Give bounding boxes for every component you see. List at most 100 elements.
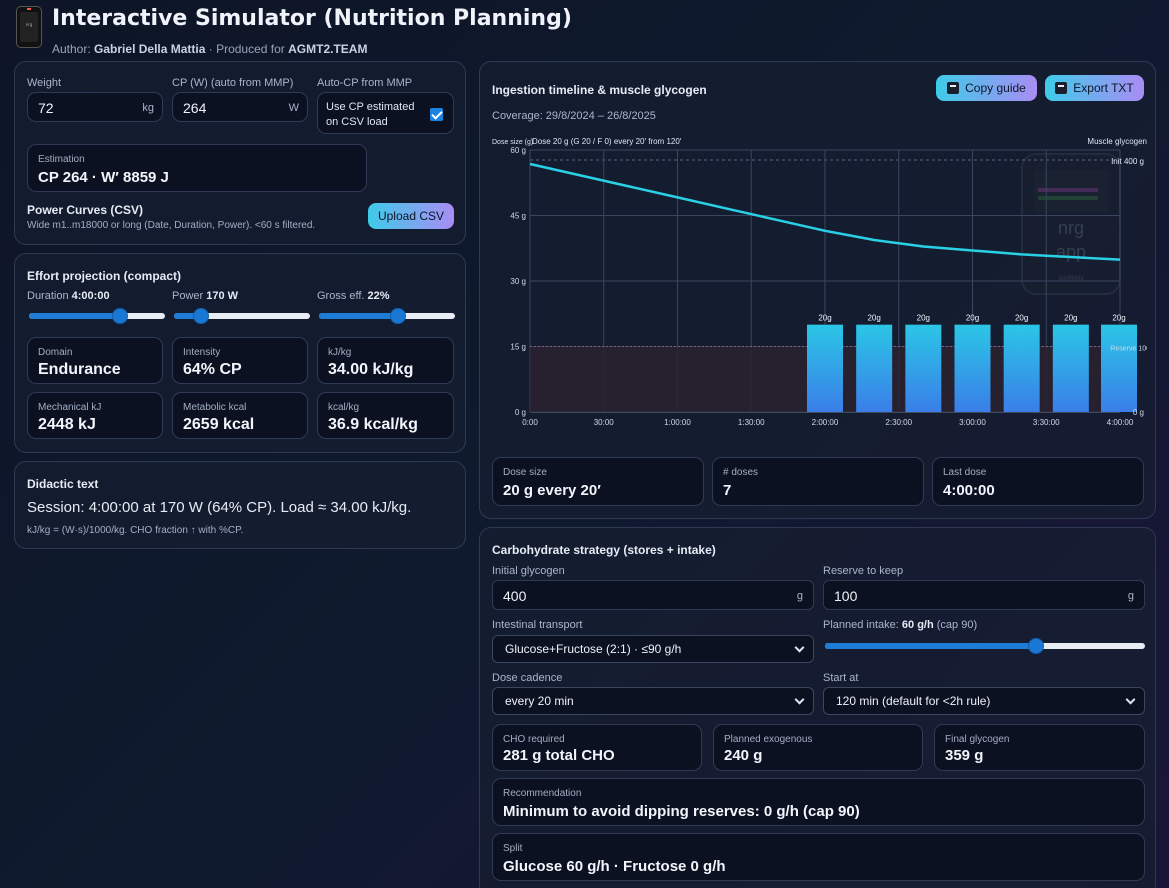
- dose-label: 20g: [1015, 314, 1028, 323]
- cadence-label: Dose cadence: [492, 672, 563, 684]
- dose-label: 20g: [1112, 314, 1125, 323]
- transport-select[interactable]: Glucose+Fructose (2:1) · ≤90 g/h: [492, 635, 814, 663]
- cp-input[interactable]: 264 W: [172, 92, 308, 122]
- x-tick-label: 3:30:00: [1033, 418, 1060, 427]
- carb-title: Carbohydrate strategy (stores + intake): [492, 543, 716, 557]
- x-tick-label: 3:00:00: [959, 418, 986, 427]
- intake-slider[interactable]: [825, 638, 1145, 654]
- dose-bar: [1101, 324, 1137, 412]
- dose-bar: [905, 324, 942, 412]
- autocp-checkbox[interactable]: [430, 108, 443, 121]
- stat-domain: Domain Endurance: [27, 337, 163, 384]
- y-tick-label: 45 g: [510, 212, 526, 221]
- didactic-title: Didactic text: [27, 477, 99, 491]
- weight-label: Weight: [27, 77, 62, 89]
- x-tick-label: 2:00:00: [812, 418, 839, 427]
- weight-input[interactable]: 72 kg: [27, 92, 163, 122]
- team-name: AGMT2.TEAM: [288, 42, 368, 56]
- dose-bar: [1052, 324, 1089, 412]
- autocp-label: Auto-CP from MMP: [317, 77, 413, 89]
- watermark-brand: GARMIN: [1059, 276, 1083, 282]
- recommendation-box: Recommendation Minimum to avoid dipping …: [492, 778, 1145, 826]
- estimation-value: CP 264 · W′ 8859 J: [38, 169, 169, 186]
- stat-mechanical: Mechanical kJ 2448 kJ: [27, 392, 163, 439]
- duration-label: Duration 4:00:00: [27, 290, 110, 302]
- start-label: Start at: [823, 672, 859, 684]
- glycogen-line: [529, 162, 1121, 261]
- stat-kcalkg: kcal/kg 36.9 kcal/kg: [317, 392, 454, 439]
- coverage-text: Coverage: 29/8/2024 – 26/8/2025: [492, 110, 656, 122]
- stat-intensity: Intensity 64% CP: [172, 337, 308, 384]
- power-curves-title: Power Curves (CSV): [27, 203, 144, 217]
- transport-label: Intestinal transport: [492, 619, 583, 631]
- duration-slider[interactable]: [29, 308, 165, 324]
- autocp-checkbox-box[interactable]: Use CP estimated on CSV load: [317, 92, 454, 134]
- timeline-title: Ingestion timeline & muscle glycogen: [492, 83, 707, 97]
- reserve-input[interactable]: 100 g: [823, 580, 1145, 610]
- y-tick-label: 0 g: [515, 408, 526, 417]
- x-tick-label: 1:00:00: [664, 418, 691, 427]
- y-tick-label: 30 g: [510, 277, 526, 286]
- eff-slider[interactable]: [319, 308, 455, 324]
- left-axis-label: Dose size (g): [492, 139, 533, 146]
- right-y-tick-label: 0 g: [1133, 408, 1144, 417]
- stat-metabolic: Metabolic kcal 2659 kcal: [172, 392, 308, 439]
- x-tick-label: 0:00: [522, 418, 538, 427]
- chevron-down-icon: [794, 642, 805, 653]
- dose-label: 20g: [966, 314, 979, 323]
- cp-label: CP (W) (auto from MMP): [172, 77, 294, 89]
- chevron-down-icon: [1125, 694, 1136, 705]
- dose-bar: [954, 324, 991, 412]
- reserve-label: Reserve to keep: [823, 565, 904, 577]
- upload-csv-button[interactable]: Upload CSV: [368, 203, 454, 229]
- stat-doses: # doses 7: [712, 457, 924, 506]
- author-name: Gabriel Della Mattia: [94, 42, 206, 56]
- chevron-down-icon: [794, 694, 805, 705]
- dose-label: 20g: [1064, 314, 1077, 323]
- dose-label: 20g: [818, 314, 831, 323]
- cadence-select[interactable]: every 20 min: [492, 687, 814, 715]
- didactic-text: Session: 4:00:00 at 170 W (64% CP). Load…: [27, 499, 412, 516]
- dose-label: 20g: [917, 314, 930, 323]
- initial-glycogen-input[interactable]: 400 g: [492, 580, 814, 610]
- reserve-label: Reserve 100: [1110, 346, 1147, 353]
- x-tick-label: 4:00:00: [1107, 418, 1134, 427]
- intake-label: Planned intake: 60 g/h (cap 90): [823, 619, 978, 631]
- didactic-note: kJ/kg = (W·s)/1000/kg. CHO fraction ↑ wi…: [27, 525, 244, 536]
- watch-watermark: nrg app GARMIN: [1021, 153, 1121, 295]
- power-label: Power 170 W: [172, 290, 239, 302]
- start-select[interactable]: 120 min (default for <2h rule): [823, 687, 1145, 715]
- stat-dose-size: Dose size 20 g every 20′: [492, 457, 704, 506]
- initial-glycogen-label: Initial glycogen: [492, 565, 565, 577]
- timeline-card: Ingestion timeline & muscle glycogen Cov…: [479, 61, 1156, 519]
- watermark-text1: nrg: [1058, 218, 1084, 238]
- stat-cho-required: CHO required 281 g total CHO: [492, 724, 702, 771]
- copy-guide-button[interactable]: Copy guide: [936, 75, 1037, 101]
- stat-planned-exogenous: Planned exogenous 240 g: [713, 724, 923, 771]
- dose-bar: [856, 324, 893, 412]
- power-curves-desc: Wide m1..m18000 or long (Date, Duration,…: [27, 220, 316, 231]
- page-title: Interactive Simulator (Nutrition Plannin…: [52, 6, 572, 31]
- clipboard-icon: [947, 82, 960, 94]
- dose-bar: [1003, 324, 1040, 412]
- effort-title: Effort projection (compact): [27, 269, 182, 283]
- y-tick-label: 15 g: [510, 343, 526, 352]
- estimation-box: Estimation CP 264 · W′ 8859 J: [27, 144, 367, 192]
- dose-bar: [807, 324, 843, 412]
- watch-icon: nrg: [16, 6, 42, 48]
- dose-label: 20g: [867, 314, 880, 323]
- init-label: Init 400 g: [1111, 157, 1144, 166]
- watermark-text2: app: [1056, 242, 1086, 262]
- export-txt-button[interactable]: Export TXT: [1045, 75, 1144, 101]
- stat-kjkg: kJ/kg 34.00 kJ/kg: [317, 337, 454, 384]
- x-tick-label: 2:30:00: [885, 418, 912, 427]
- athlete-card: Weight 72 kg CP (W) (auto from MMP) 264 …: [14, 61, 466, 245]
- download-icon: [1055, 82, 1068, 94]
- glycogen-chart: nrg app GARMIN 0 g 15 g 30 g 45 g 60 g 0:00 30…: [492, 137, 1147, 427]
- header: nrg Interactive Simulator (Nutrition Pla…: [16, 4, 1156, 56]
- didactic-card: Didactic text Session: 4:00:00 at 170 W …: [14, 461, 466, 549]
- effort-card: Effort projection (compact) Duration 4:0…: [14, 253, 466, 453]
- power-slider[interactable]: [174, 308, 310, 324]
- stat-final-glycogen: Final glycogen 359 g: [934, 724, 1145, 771]
- chart-title: Dose 20 g (G 20 / F 0) every 20′ from 12…: [532, 137, 682, 146]
